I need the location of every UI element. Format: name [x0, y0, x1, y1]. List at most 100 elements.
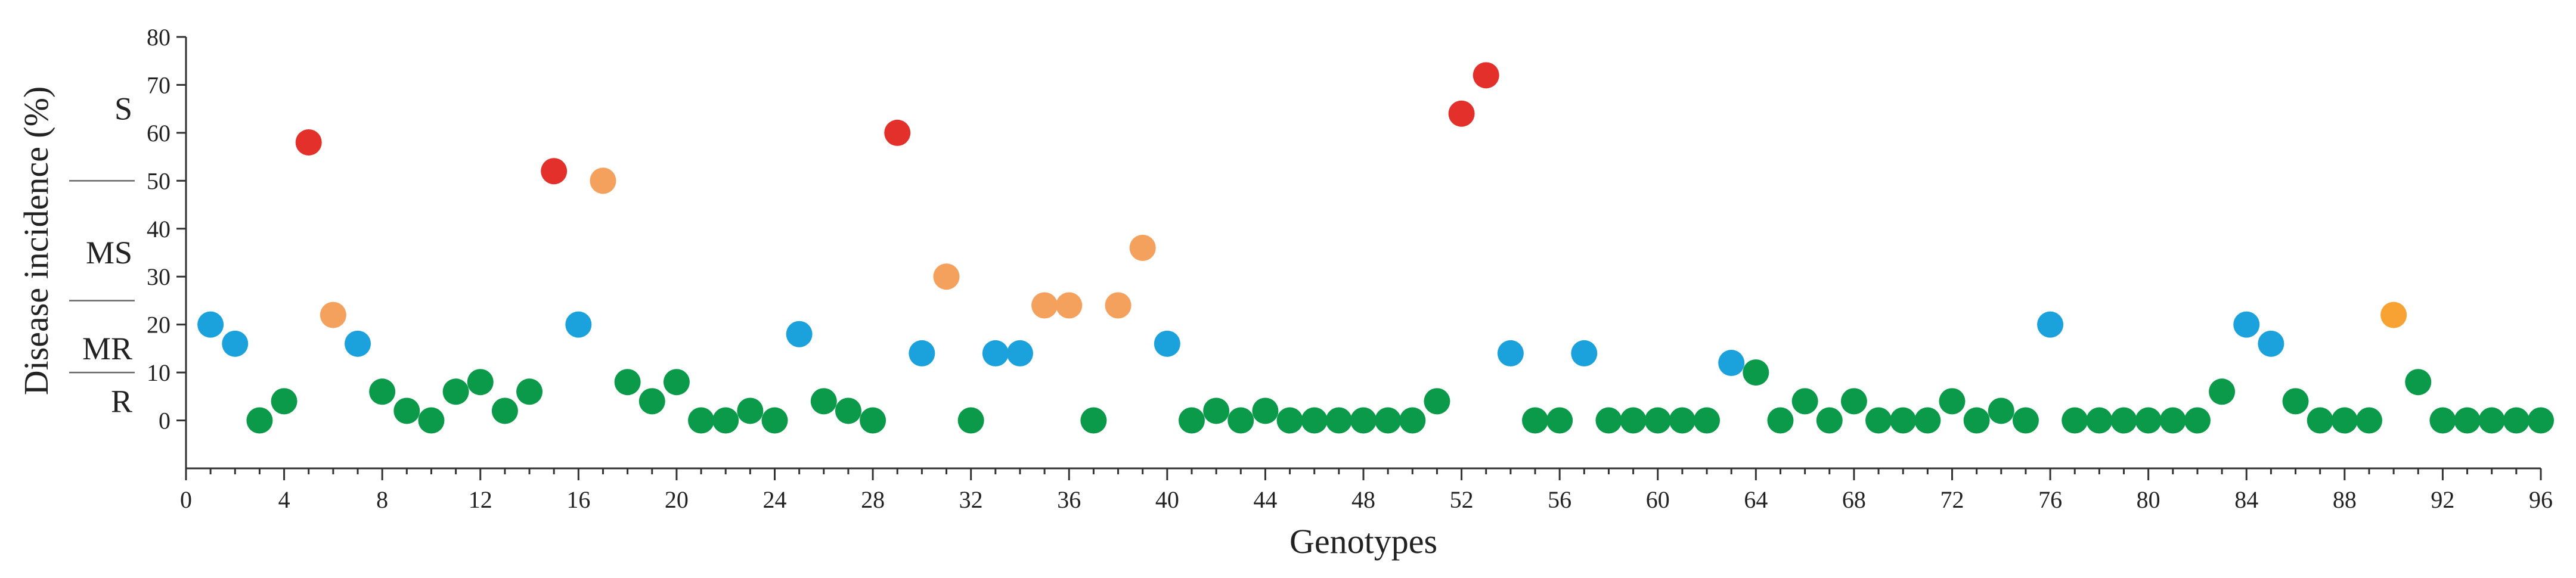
data-point [1791, 388, 1818, 415]
x-tick-label: 8 [376, 486, 388, 513]
data-point [1129, 234, 1156, 261]
data-point [663, 369, 690, 396]
data-point [1424, 388, 1450, 415]
data-point [1497, 340, 1524, 366]
data-point [638, 388, 665, 415]
x-tick-label: 60 [1646, 486, 1670, 513]
data-point [1252, 397, 1279, 424]
data-point [1325, 407, 1352, 434]
x-tick-label: 12 [469, 486, 492, 513]
class-label-r: R [111, 383, 132, 419]
x-tick-label: 88 [2333, 486, 2357, 513]
y-tick-label: 20 [147, 312, 171, 338]
data-point [1375, 407, 1402, 434]
data-point [2159, 407, 2186, 434]
data-point [2282, 388, 2309, 415]
data-point [1865, 407, 1892, 434]
x-tick-label: 32 [959, 486, 983, 513]
data-point [2405, 369, 2432, 396]
y-tick-label: 30 [147, 263, 171, 290]
data-point [1031, 292, 1058, 319]
data-point [2037, 311, 2064, 338]
y-tick-label: 80 [147, 24, 171, 51]
axes [185, 37, 2541, 470]
data-point [246, 407, 273, 434]
data-point [1890, 407, 1917, 434]
data-point [737, 397, 764, 424]
data-point [614, 369, 641, 396]
x-tick-label: 80 [2137, 486, 2160, 513]
data-point [345, 330, 371, 357]
data-point [1988, 397, 2014, 424]
x-tick-label: 96 [2529, 486, 2553, 513]
data-point [957, 407, 984, 434]
x-tick-label: 4 [278, 486, 290, 513]
x-tick-label: 20 [665, 486, 689, 513]
data-point [2307, 407, 2333, 434]
y-tick-label: 70 [147, 72, 171, 98]
data-point [2135, 407, 2162, 434]
data-point [1914, 407, 1941, 434]
data-point [2086, 407, 2113, 434]
data-point [2233, 311, 2260, 338]
data-point [835, 397, 861, 424]
data-point [565, 311, 592, 338]
data-point [712, 407, 739, 434]
data-point [2012, 407, 2039, 434]
data-point [467, 369, 494, 396]
x-tick-label: 52 [1450, 486, 1474, 513]
x-tick-label: 56 [1548, 486, 1571, 513]
data-point [1669, 407, 1695, 434]
x-tick-label: 44 [1253, 486, 1277, 513]
x-tick-label: 72 [1940, 486, 1964, 513]
data-point [2110, 407, 2137, 434]
x-tick-label: 40 [1155, 486, 1179, 513]
data-point [2429, 407, 2456, 434]
data-point [1350, 407, 1377, 434]
data-point [1595, 407, 1622, 434]
data-point [1840, 388, 1867, 415]
data-point [369, 378, 396, 405]
x-tick-label: 68 [1842, 486, 1866, 513]
class-label-mr: MR [82, 331, 132, 366]
resistance-class-labels: S MS MR R [69, 91, 135, 419]
y-tick-label: 10 [147, 359, 171, 386]
data-point [761, 407, 788, 434]
data-point [688, 407, 715, 434]
data-point [2380, 302, 2407, 328]
data-point [810, 388, 837, 415]
data-point [1080, 407, 1107, 434]
data-point [1522, 407, 1549, 434]
data-point [1154, 330, 1180, 357]
y-tick-label: 50 [147, 167, 171, 194]
data-point [1963, 407, 1990, 434]
data-point [442, 378, 469, 405]
data-point [393, 397, 420, 424]
data-point [860, 407, 886, 434]
data-point [1644, 407, 1671, 434]
data-point [933, 263, 960, 290]
data-point [982, 340, 1009, 366]
data-point [1227, 407, 1254, 434]
data-point [541, 158, 568, 185]
data-point [1718, 350, 1745, 377]
data-point [1743, 359, 1769, 386]
data-point [1178, 407, 1205, 434]
data-point [2258, 330, 2284, 357]
x-tick-label: 84 [2234, 486, 2258, 513]
data-point [2454, 407, 2481, 434]
y-tick-label: 40 [147, 216, 171, 243]
data-point [1694, 407, 1721, 434]
data-point [320, 302, 346, 328]
data-point [1571, 340, 1598, 366]
x-tick-label: 24 [763, 486, 787, 513]
x-ticks: 0 4 8 12 16 20 24 28 32 36 40 44 48 52 56 60 64 68 72 76 80 8… [180, 468, 2553, 513]
data-point [295, 129, 322, 156]
x-tick-label: 28 [861, 486, 885, 513]
data-point [1301, 407, 1328, 434]
data-point [1767, 407, 1794, 434]
data-point [2528, 407, 2554, 434]
y-tick-label: 60 [147, 120, 171, 147]
data-point [1203, 397, 1230, 424]
data-point [2478, 407, 2505, 434]
